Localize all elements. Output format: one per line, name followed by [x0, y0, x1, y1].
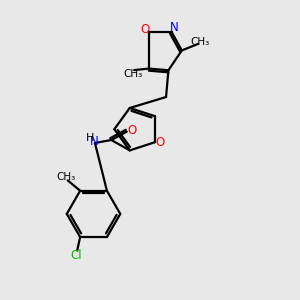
- Text: N: N: [90, 135, 99, 148]
- Text: CH₃: CH₃: [57, 172, 76, 182]
- Text: O: O: [155, 136, 165, 149]
- Text: Cl: Cl: [71, 249, 82, 262]
- Text: N: N: [170, 21, 178, 34]
- Text: H: H: [85, 133, 94, 142]
- Text: CH₃: CH₃: [123, 69, 142, 79]
- Text: CH₃: CH₃: [190, 38, 209, 47]
- Text: O: O: [128, 124, 137, 137]
- Text: O: O: [141, 23, 150, 36]
